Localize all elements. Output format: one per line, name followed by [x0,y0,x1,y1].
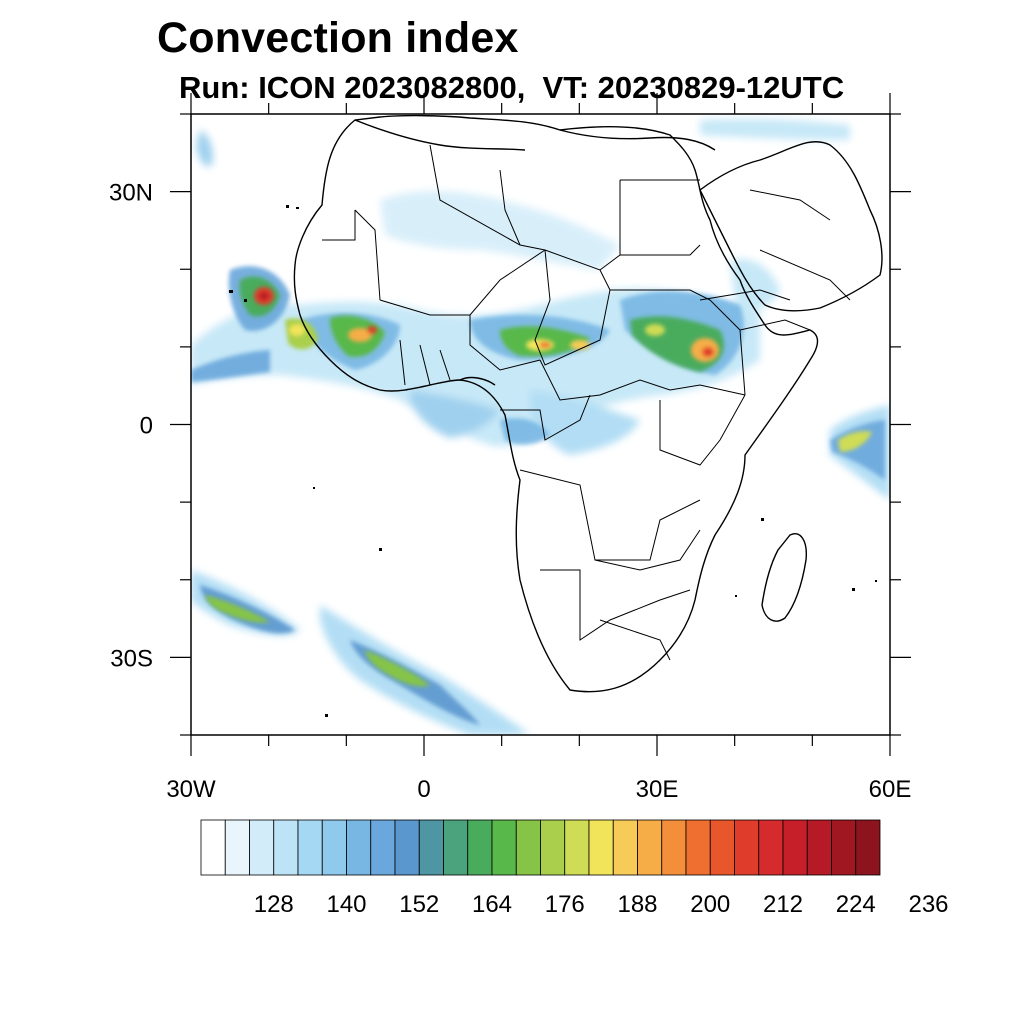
colorbar-swatch [443,819,469,876]
colorbar-swatch [249,819,275,876]
colorbar-swatch [273,819,299,876]
colorbar-swatch [540,819,566,876]
colorbar-label: 140 [326,891,366,918]
colorbar-swatch [782,819,808,876]
y-tick-label: 30N [109,180,153,207]
x-tick-label: 30W [166,776,216,803]
country-borders [322,144,851,661]
colorbar-swatch [831,819,857,876]
colorbar-swatch [806,819,832,876]
colorbar-swatch [224,819,250,876]
colorbar-swatch [564,819,590,876]
convection-field [191,114,890,735]
x-tick-label: 0 [417,776,430,803]
colorbar-swatch [515,819,541,876]
colorbar-swatch [661,819,687,876]
colorbar-swatch [709,819,735,876]
colorbar-swatch [200,819,226,876]
map-axes: 30N 0 30S 30W 0 30E 60E [109,93,911,803]
colorbar: 128 140 152 164 176 188 200 212 224 236 [200,819,949,918]
colorbar-swatch [370,819,396,876]
colorbar-label: 236 [908,891,948,918]
colorbar-swatch [491,819,517,876]
colorbar-swatch [734,819,760,876]
colorbar-swatch [758,819,784,876]
x-tick-label: 30E [636,776,679,803]
islands [229,205,877,717]
colorbar-swatch [467,819,493,876]
y-tick-label: 30S [110,645,153,672]
colorbar-label: 176 [545,891,585,918]
colorbar-swatch [685,819,711,876]
colorbar-swatch [637,819,663,876]
map-title: Convection index [157,14,519,62]
colorbar-label: 212 [763,891,803,918]
colorbar-swatch [418,819,444,876]
colorbar-label: 188 [617,891,657,918]
colorbar-swatch [394,819,420,876]
colorbar-label: 200 [690,891,730,918]
colorbar-swatch [855,819,881,876]
colorbar-swatch [346,819,372,876]
colorbar-swatch [321,819,347,876]
x-tick-label: 60E [869,776,912,803]
colorbar-swatch [297,819,323,876]
y-tick-label: 0 [140,413,153,440]
colorbar-label: 224 [836,891,876,918]
map-subtitle: Run: ICON 2023082800, VT: 20230829-12UTC [179,70,845,105]
colorbar-swatch [612,819,638,876]
coastlines [293,114,883,693]
colorbar-label: 128 [254,891,294,918]
colorbar-swatch [588,819,614,876]
colorbar-label: 152 [399,891,439,918]
colorbar-label: 164 [472,891,512,918]
